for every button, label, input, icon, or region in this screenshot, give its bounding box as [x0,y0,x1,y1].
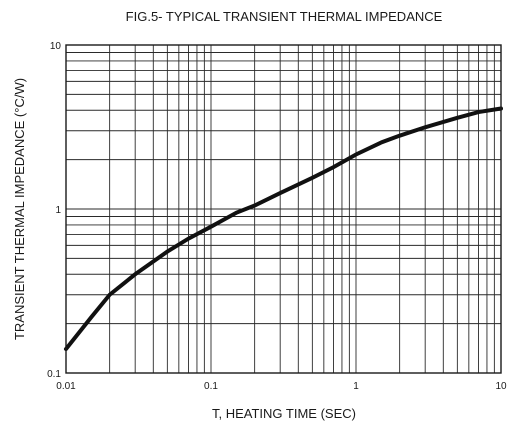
series-line [64,106,503,352]
plot-frame [65,44,502,374]
x-tick-labels: 0.01 0.1 1 10 [56,381,507,392]
x-tick-label: 1 [353,381,359,392]
chart-title: FIG.5- TYPICAL TRANSIENT THERMAL IMPEDAN… [126,9,443,24]
y-tick-label: 10 [50,41,62,52]
y-axis-title: TRANSIENT THERMAL IMPEDANCE (°C/W) [12,78,27,340]
x-tick-label: 10 [495,381,507,392]
x-tick-label: 0.1 [204,381,218,392]
x-axis-title: T, HEATING TIME (SEC) [212,406,356,421]
x-tick-label: 0.01 [56,381,76,392]
grid [65,45,501,374]
y-tick-labels: 0.1 1 10 [47,41,61,380]
y-tick-label: 0.1 [47,369,61,380]
y-tick-label: 1 [55,205,61,216]
